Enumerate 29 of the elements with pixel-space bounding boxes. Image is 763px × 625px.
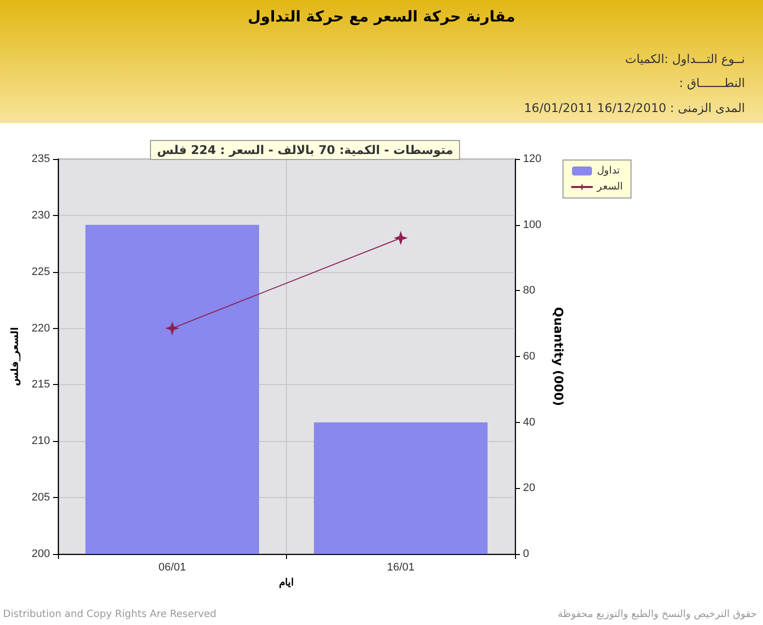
- y-tick-label: 205: [32, 492, 50, 504]
- x-tick-label: 16/01: [386, 562, 415, 574]
- y2-tick-label: 0: [523, 548, 530, 560]
- x-axis-title: ايام: [279, 577, 294, 588]
- text: حقوق الترخيص والنسخ والطبع والتوزيع محفوظة: [558, 609, 757, 620]
- y-tick-label: 200: [32, 548, 50, 560]
- y2-tick-label: 40: [523, 416, 536, 428]
- legend-label: تداول: [597, 166, 620, 176]
- y-tick-label: 210: [32, 435, 50, 448]
- y-tick-label: 230: [32, 209, 50, 222]
- y-axis-title: السعر_فلس: [10, 327, 22, 386]
- x-tick-label: 06/01: [158, 562, 186, 574]
- chart-title: مقارنة حركة السعر مع حركة التداول: [248, 8, 516, 26]
- text: النطـــــــاق :: [679, 76, 745, 90]
- y2-tick-label: 20: [523, 482, 536, 494]
- y2-tick-label: 60: [523, 350, 536, 362]
- y-tick-label: 220: [32, 322, 50, 334]
- y-tick-label: 215: [32, 378, 50, 391]
- y2-tick-label: 100: [523, 218, 542, 231]
- legend-label: السعر: [596, 182, 623, 192]
- y2-tick-label: 80: [523, 284, 536, 297]
- text: المدى الزمنى : 16/12/2010 16/01/2011: [524, 101, 745, 115]
- text: متوسطات - الكمية: 70 بالالف - السعر : 224 فلس: [150, 140, 460, 160]
- text: Distribution and Copy Rights Are Reserved: [3, 609, 216, 620]
- text: نــوع التـــداول :الكميات: [625, 52, 745, 66]
- y-tick-label: 225: [32, 266, 50, 278]
- y2-tick-label: 120: [523, 153, 542, 165]
- y-tick-label: 235: [32, 153, 50, 165]
- y2-axis-title: Quantity (000): [551, 307, 566, 406]
